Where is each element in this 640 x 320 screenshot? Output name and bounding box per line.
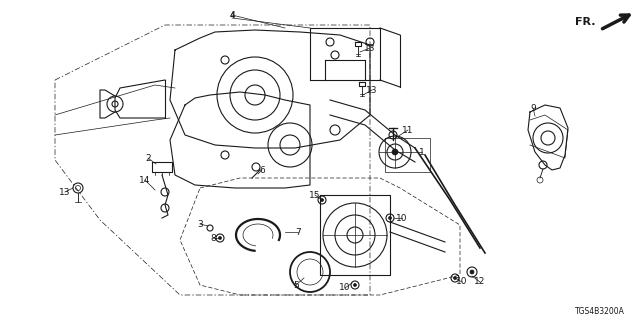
Text: 3: 3	[197, 220, 203, 228]
Text: 4: 4	[229, 11, 235, 20]
Text: 13: 13	[366, 85, 378, 94]
Text: 4: 4	[229, 11, 235, 20]
Text: 6: 6	[259, 165, 265, 174]
Text: 12: 12	[474, 277, 486, 286]
Circle shape	[388, 217, 392, 220]
Circle shape	[470, 270, 474, 274]
Text: TGS4B3200A: TGS4B3200A	[575, 308, 625, 316]
Text: 11: 11	[403, 125, 413, 134]
Circle shape	[454, 276, 456, 279]
Circle shape	[392, 149, 398, 155]
Text: FR.: FR.	[575, 17, 595, 27]
Text: 7: 7	[295, 228, 301, 236]
Text: 10: 10	[339, 284, 351, 292]
Text: 2: 2	[145, 154, 151, 163]
Text: 14: 14	[140, 175, 150, 185]
Circle shape	[353, 284, 356, 286]
Text: 1: 1	[419, 148, 425, 156]
Text: 9: 9	[530, 103, 536, 113]
Text: 10: 10	[396, 213, 408, 222]
Text: 10: 10	[456, 277, 468, 286]
Text: 8: 8	[210, 234, 216, 243]
Text: 13: 13	[364, 44, 376, 52]
Text: 13: 13	[60, 188, 71, 196]
Circle shape	[321, 198, 323, 202]
Circle shape	[218, 236, 221, 239]
Text: 15: 15	[309, 190, 321, 199]
Text: 5: 5	[293, 281, 299, 290]
